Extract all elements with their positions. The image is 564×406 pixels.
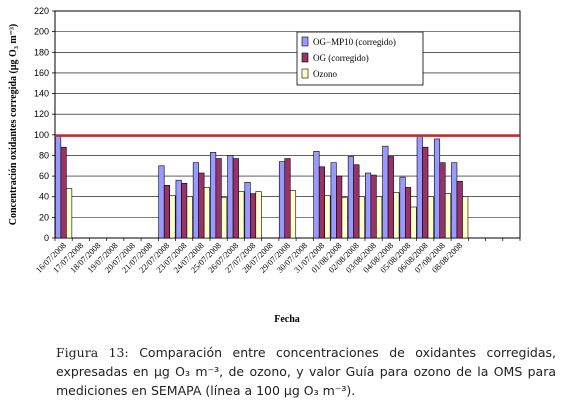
bar [250, 193, 257, 239]
bar [330, 162, 337, 239]
bar [365, 172, 372, 239]
caption-text: Comparación entre concentraciones de oxi… [56, 345, 556, 398]
bar [462, 196, 469, 239]
bar [158, 165, 165, 239]
bar [324, 195, 331, 239]
bar [427, 196, 434, 239]
bar [210, 152, 217, 239]
y-tick-label: 180 [34, 47, 49, 57]
bar [382, 145, 389, 239]
bar [221, 197, 228, 239]
legend-label: OG−MP10 (corregido) [313, 37, 396, 47]
y-tick-label: 140 [34, 89, 49, 99]
bar [175, 179, 182, 239]
bar [66, 188, 73, 239]
bar [215, 158, 222, 239]
bar-chart: 02040608010012014016018020022016/07/2008… [8, 6, 521, 325]
y-tick-label: 40 [39, 192, 49, 202]
bar [353, 164, 360, 239]
bar [289, 190, 297, 239]
bar [238, 191, 245, 239]
bar [347, 156, 354, 239]
legend-swatch [301, 68, 309, 79]
y-tick-label: 100 [34, 130, 49, 140]
bar [410, 206, 417, 239]
y-tick-label: 200 [34, 27, 49, 37]
bar [439, 162, 446, 239]
bar [192, 162, 199, 239]
bar [55, 134, 62, 239]
bar [181, 183, 188, 239]
y-axis-title: Concentración oxidantes corregida (µg O₃… [8, 24, 19, 226]
y-tick-label: 80 [39, 150, 49, 160]
bar [244, 181, 251, 239]
bar [169, 195, 176, 239]
bar [227, 155, 234, 239]
bar [387, 156, 394, 239]
bar [444, 193, 452, 239]
x-axis-title: Fecha [274, 314, 300, 325]
bar [203, 187, 210, 239]
bar [456, 180, 463, 239]
bar [163, 185, 170, 239]
bar [376, 196, 383, 239]
bar [433, 138, 441, 239]
figure-caption: Figura 13: Comparación entre concentraci… [56, 343, 556, 400]
bar [255, 191, 262, 239]
bar [336, 175, 343, 239]
bar [313, 151, 320, 239]
legend-label: Ozono [313, 69, 337, 79]
bar [370, 174, 377, 239]
bar [405, 187, 412, 239]
bar [358, 196, 365, 239]
bar [278, 161, 286, 239]
y-tick-label: 60 [39, 171, 49, 181]
chart-container: 0 20 40 60 80 100 120 140 160 180 200 220 16/07/2008… [8, 6, 521, 325]
bar [232, 158, 239, 239]
bar [393, 192, 400, 239]
bar [422, 146, 429, 239]
bar [60, 146, 67, 239]
y-tick-label: 20 [39, 212, 49, 222]
legend-swatch [301, 52, 309, 63]
caption-figure-label: Figura 13: [56, 345, 129, 360]
bar [399, 176, 406, 239]
bar [318, 166, 325, 239]
legend-box [296, 31, 424, 86]
bar [186, 196, 193, 239]
legend-label: OG (corregido) [313, 53, 369, 63]
bar [416, 135, 423, 239]
y-tick-label: 160 [34, 68, 49, 78]
bar [284, 158, 291, 239]
y-tick-label: 220 [34, 6, 49, 16]
bar [451, 162, 458, 239]
bar [198, 172, 205, 239]
legend-swatch [301, 36, 309, 47]
bar [341, 197, 348, 239]
y-tick-label: 0 [44, 233, 49, 243]
y-tick-label: 120 [34, 109, 49, 119]
